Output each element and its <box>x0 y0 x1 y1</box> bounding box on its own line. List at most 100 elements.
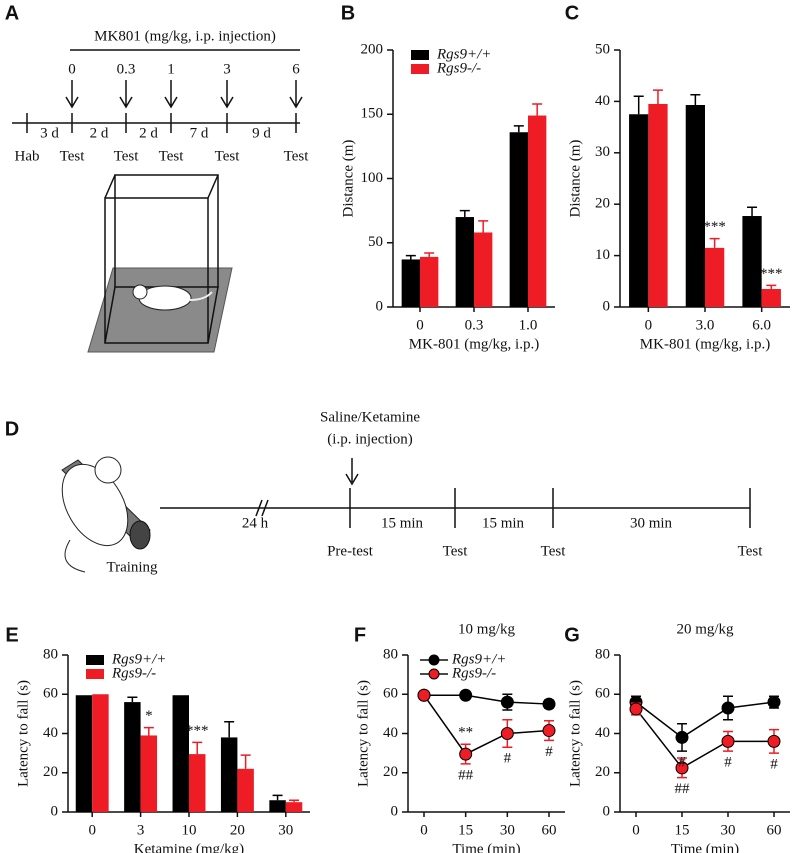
x-tick-label: 0 <box>416 317 424 333</box>
timeline-event: Hab <box>15 148 40 164</box>
error-bar <box>240 754 251 769</box>
legend-label: Rgs9+/+ <box>451 651 506 667</box>
point <box>500 727 514 740</box>
x-tick-label: 0 <box>632 822 640 838</box>
bar <box>685 104 705 307</box>
x-axis-label: MK-801 (mg/kg, i.p.) <box>640 336 770 352</box>
y-tick-label: 30 <box>595 144 610 160</box>
point <box>542 697 556 711</box>
y-tick-label: 60 <box>43 686 58 702</box>
legend-label: Rgs9-/- <box>111 665 156 681</box>
annotation: ** <box>458 725 473 741</box>
timeline-title: MK801 (mg/kg, i.p. injection) <box>94 28 276 44</box>
y-tick-label: 40 <box>43 725 58 741</box>
annotation: ## <box>675 781 691 797</box>
interval-label: 3 d <box>40 125 59 141</box>
y-tick-label: 40 <box>595 93 610 109</box>
error-bar <box>289 799 300 803</box>
interval-label: 2 d <box>139 125 158 141</box>
x-tick-label: 30 <box>721 822 736 838</box>
timeline-event: Test <box>114 148 140 164</box>
y-tick-label: 20 <box>595 196 610 212</box>
error-bar <box>766 284 777 290</box>
annotation: # <box>504 751 512 767</box>
y-tick-label: 0 <box>51 803 59 819</box>
y-tick-label: 10 <box>595 247 610 263</box>
interval-label: 9 d <box>252 125 271 141</box>
annotation: # <box>545 744 553 760</box>
bar <box>528 115 547 307</box>
error-bar <box>459 209 470 218</box>
timeline-event: Test <box>443 543 469 559</box>
timeline-event: Test <box>541 543 567 559</box>
injection-arrow <box>164 80 178 109</box>
bar <box>285 802 303 812</box>
y-tick-label: 100 <box>361 170 384 186</box>
y-axis-label: Latency to fall (s) <box>355 680 371 787</box>
timeline-event: Test <box>60 148 86 164</box>
bar <box>474 232 493 307</box>
y-tick-label: 80 <box>43 646 58 662</box>
series-line <box>423 694 550 756</box>
dose-label: 3 <box>223 61 231 77</box>
error-bar <box>709 237 720 248</box>
y-axis-label: Latency to fall (s) <box>567 680 583 787</box>
x-tick-label: 3.0 <box>696 317 715 333</box>
x-tick-label: 60 <box>542 822 557 838</box>
mouse <box>61 463 129 547</box>
bar <box>742 216 762 307</box>
annotation: * <box>145 708 153 724</box>
legend-label: Rgs9+/+ <box>436 46 491 62</box>
bar <box>509 132 528 307</box>
dose-label: 6 <box>292 61 300 77</box>
x-tick-label: 30 <box>278 822 293 838</box>
legend-marker <box>428 668 440 680</box>
chart-title: 10 mg/kg <box>458 621 516 637</box>
annotation: # <box>678 755 686 771</box>
y-tick-label: 0 <box>603 298 611 314</box>
bar <box>705 247 725 307</box>
point <box>459 688 473 702</box>
timeline-event: Test <box>284 148 310 164</box>
interval-label: 15 min <box>482 515 525 531</box>
point <box>721 734 735 748</box>
bar <box>220 737 238 812</box>
timeline-a <box>12 49 300 124</box>
injection-route: (i.p. injection) <box>327 431 412 447</box>
y-tick-label: 0 <box>603 803 611 819</box>
error-bar <box>513 125 524 133</box>
point <box>675 761 689 775</box>
bar <box>237 768 254 812</box>
panel-label: F <box>354 624 366 646</box>
x-tick-label: 60 <box>767 822 782 838</box>
error-bar <box>224 720 235 738</box>
x-tick-label: 0 <box>88 822 96 838</box>
error-bar <box>652 89 663 104</box>
injection-arrow <box>65 80 79 109</box>
point <box>542 724 556 738</box>
legend-swatch <box>411 64 429 74</box>
y-tick-label: 150 <box>361 106 384 122</box>
panel-label: B <box>341 2 355 24</box>
mouse-tail <box>189 291 213 301</box>
x-tick-label: 10 <box>182 822 197 838</box>
y-tick-label: 20 <box>595 764 610 780</box>
panel-label: D <box>5 418 19 440</box>
injection-arrow <box>289 80 303 109</box>
bar <box>92 694 109 812</box>
series-line <box>635 708 774 769</box>
bar <box>761 289 781 307</box>
bar <box>420 256 439 307</box>
chart-title: 20 mg/kg <box>676 621 734 637</box>
error-bar <box>747 206 758 217</box>
y-tick-label: 40 <box>595 725 610 741</box>
point <box>721 701 735 715</box>
dose-label: 0 <box>68 61 76 77</box>
y-tick-label: 200 <box>361 41 384 57</box>
x-tick-label: 15 <box>675 822 690 838</box>
x-tick-label: 0 <box>645 317 653 333</box>
y-tick-label: 20 <box>383 764 398 780</box>
bar <box>455 217 474 307</box>
point <box>767 695 781 709</box>
mouse-head <box>132 284 148 300</box>
